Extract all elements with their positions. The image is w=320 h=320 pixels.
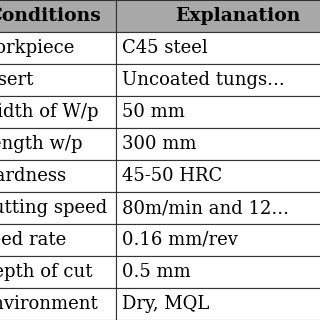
Text: C45 steel: C45 steel bbox=[122, 39, 208, 57]
Bar bbox=[116, 64, 320, 96]
Bar bbox=[116, 96, 320, 128]
Text: Insert: Insert bbox=[0, 71, 33, 89]
Bar bbox=[0, 0, 116, 32]
Bar bbox=[116, 128, 320, 160]
Text: 50 mm: 50 mm bbox=[122, 103, 185, 121]
Bar bbox=[0, 288, 116, 320]
Text: Cutting speed: Cutting speed bbox=[0, 199, 107, 217]
Text: Feed rate: Feed rate bbox=[0, 231, 66, 249]
Bar bbox=[116, 32, 320, 64]
Text: Environment: Environment bbox=[0, 295, 97, 313]
Bar bbox=[116, 288, 320, 320]
Bar bbox=[116, 224, 320, 256]
Bar bbox=[0, 96, 116, 128]
Bar bbox=[0, 224, 116, 256]
Text: Workpiece: Workpiece bbox=[0, 39, 75, 57]
Text: Explanation: Explanation bbox=[175, 7, 301, 25]
Text: 0.5 mm: 0.5 mm bbox=[122, 263, 191, 281]
Bar bbox=[116, 192, 320, 224]
Bar bbox=[0, 64, 116, 96]
Text: 300 mm: 300 mm bbox=[122, 135, 196, 153]
Bar bbox=[116, 256, 320, 288]
Bar bbox=[116, 0, 320, 32]
Bar bbox=[0, 192, 116, 224]
Text: Hardness: Hardness bbox=[0, 167, 66, 185]
Bar bbox=[0, 160, 116, 192]
Text: Width of W/p: Width of W/p bbox=[0, 103, 98, 121]
Text: Dry, MQL: Dry, MQL bbox=[122, 295, 209, 313]
Text: 45-50 HRC: 45-50 HRC bbox=[122, 167, 222, 185]
Bar bbox=[0, 256, 116, 288]
Bar bbox=[0, 32, 116, 64]
Bar bbox=[116, 160, 320, 192]
Text: 80m/min and 12...: 80m/min and 12... bbox=[122, 199, 289, 217]
Text: Depth of cut: Depth of cut bbox=[0, 263, 92, 281]
Bar bbox=[0, 128, 116, 160]
Text: Length w/p: Length w/p bbox=[0, 135, 82, 153]
Text: Conditions: Conditions bbox=[0, 7, 101, 25]
Text: Uncoated tungs...: Uncoated tungs... bbox=[122, 71, 284, 89]
Text: 0.16 mm/rev: 0.16 mm/rev bbox=[122, 231, 238, 249]
